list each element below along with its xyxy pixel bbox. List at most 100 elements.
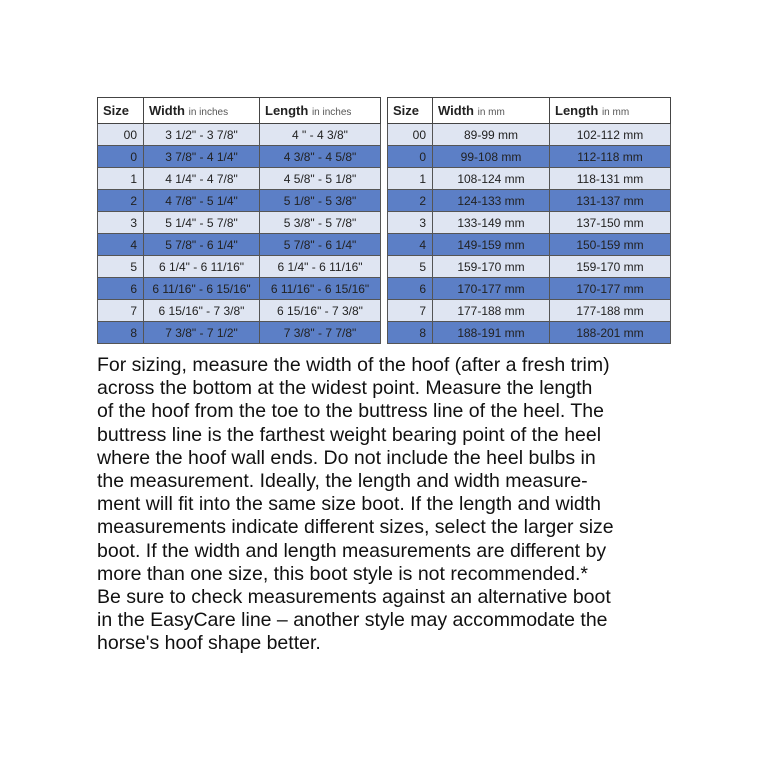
length-cell: 159-170 mm <box>549 255 671 278</box>
instruction-line: horse's hoof shape better. <box>97 632 321 655</box>
table-row: 3 133-149 mm 137-150 mm <box>387 211 671 234</box>
size-cell: 0 <box>97 145 144 168</box>
table-row: 00 3 1/2" - 3 7/8" 4 " - 4 3/8" <box>97 123 381 146</box>
width-cell: 5 1/4" - 5 7/8" <box>143 211 260 234</box>
length-cell: 102-112 mm <box>549 123 671 146</box>
length-cell: 170-177 mm <box>549 277 671 300</box>
size-cell: 3 <box>97 211 144 234</box>
sizing-instructions: For sizing, measure the width of the hoo… <box>97 354 677 656</box>
size-cell: 2 <box>387 189 433 212</box>
size-cell: 7 <box>97 299 144 322</box>
length-cell: 188-201 mm <box>549 321 671 344</box>
instruction-line: the measurement. Ideally, the length and… <box>97 470 588 493</box>
length-cell: 118-131 mm <box>549 167 671 190</box>
size-cell: 8 <box>387 321 433 344</box>
length-header: Length in inches <box>259 97 381 124</box>
instruction-line: measurements indicate different sizes, s… <box>97 516 614 539</box>
width-cell: 4 1/4" - 4 7/8" <box>143 167 260 190</box>
instruction-line: For sizing, measure the width of the hoo… <box>97 354 610 376</box>
size-cell: 4 <box>97 233 144 256</box>
width-header: Width in inches <box>143 97 260 124</box>
length-cell: 137-150 mm <box>549 211 671 234</box>
size-cell: 6 <box>387 277 433 300</box>
table-row: 5 159-170 mm 159-170 mm <box>387 255 671 278</box>
length-header: Length in mm <box>549 97 671 124</box>
size-cell: 3 <box>387 211 433 234</box>
width-cell: 3 1/2" - 3 7/8" <box>143 123 260 146</box>
instruction-line: more than one size, this boot style is n… <box>97 562 589 585</box>
instruction-line: across the bottom at the widest point. M… <box>97 377 593 400</box>
width-cell: 89-99 mm <box>432 123 550 146</box>
instruction-line: in the EasyCare line – another style may… <box>97 609 608 632</box>
table-row: 0 99-108 mm 112-118 mm <box>387 145 671 168</box>
instruction-line: boot. If the width and length measuremen… <box>97 539 607 562</box>
table-row: 2 124-133 mm 131-137 mm <box>387 189 671 212</box>
length-cell: 4 5/8" - 5 1/8" <box>259 167 381 190</box>
table-row: 1 108-124 mm 118-131 mm <box>387 167 671 190</box>
table-row: 00 89-99 mm 102-112 mm <box>387 123 671 146</box>
length-cell: 6 1/4" - 6 11/16" <box>259 255 381 278</box>
size-cell: 2 <box>97 189 144 212</box>
width-cell: 3 7/8" - 4 1/4" <box>143 145 260 168</box>
size-header: Size <box>97 97 144 124</box>
size-cell: 6 <box>97 277 144 300</box>
instruction-line: ment will fit into the same size boot. I… <box>97 493 602 516</box>
width-cell: 6 15/16" - 7 3/8" <box>143 299 260 322</box>
length-cell: 5 3/8" - 5 7/8" <box>259 211 381 234</box>
instruction-line: of the hoof from the toe to the buttress… <box>97 400 604 423</box>
width-cell: 170-177 mm <box>432 277 550 300</box>
length-cell: 150-159 mm <box>549 233 671 256</box>
table-row: 8 188-191 mm 188-201 mm <box>387 321 671 344</box>
length-cell: 177-188 mm <box>549 299 671 322</box>
instruction-line: where the hoof wall ends. Do not include… <box>97 446 596 469</box>
width-cell: 177-188 mm <box>432 299 550 322</box>
width-cell: 124-133 mm <box>432 189 550 212</box>
width-cell: 6 11/16" - 6 15/16" <box>143 277 260 300</box>
width-cell: 5 7/8" - 6 1/4" <box>143 233 260 256</box>
width-cell: 4 7/8" - 5 1/4" <box>143 189 260 212</box>
width-header: Width in mm <box>432 97 550 124</box>
size-cell: 5 <box>97 255 144 278</box>
mm-size-table: Size Width in mm Length in mm 00 89-99 mm… <box>387 97 671 344</box>
width-cell: 108-124 mm <box>432 167 550 190</box>
size-cell: 1 <box>387 167 433 190</box>
table-row: 4 149-159 mm 150-159 mm <box>387 233 671 256</box>
table-row: 6 170-177 mm 170-177 mm <box>387 277 671 300</box>
size-cell: 0 <box>387 145 433 168</box>
length-cell: 112-118 mm <box>549 145 671 168</box>
length-cell: 4 " - 4 3/8" <box>259 123 381 146</box>
width-cell: 159-170 mm <box>432 255 550 278</box>
size-cell: 00 <box>387 123 433 146</box>
length-cell: 131-137 mm <box>549 189 671 212</box>
length-cell: 5 1/8" - 5 3/8" <box>259 189 381 212</box>
length-cell: 5 7/8" - 6 1/4" <box>259 233 381 256</box>
size-header: Size <box>387 97 433 124</box>
table-row: 7 177-188 mm 177-188 mm <box>387 299 671 322</box>
length-cell: 4 3/8" - 4 5/8" <box>259 145 381 168</box>
length-cell: 7 3/8" - 7 7/8" <box>259 321 381 344</box>
inches-size-table: Size Width in inches Length in inches 00… <box>97 97 381 344</box>
size-cell: 7 <box>387 299 433 322</box>
size-cell: 00 <box>97 123 144 146</box>
length-cell: 6 15/16" - 7 3/8" <box>259 299 381 322</box>
width-cell: 99-108 mm <box>432 145 550 168</box>
width-cell: 133-149 mm <box>432 211 550 234</box>
width-cell: 188-191 mm <box>432 321 550 344</box>
width-cell: 6 1/4" - 6 11/16" <box>143 255 260 278</box>
length-cell: 6 11/16" - 6 15/16" <box>259 277 381 300</box>
size-cell: 8 <box>97 321 144 344</box>
width-cell: 149-159 mm <box>432 233 550 256</box>
size-cell: 1 <box>97 167 144 190</box>
width-cell: 7 3/8" - 7 1/2" <box>143 321 260 344</box>
instruction-line: Be sure to check measurements against an… <box>97 586 611 609</box>
size-cell: 4 <box>387 233 433 256</box>
